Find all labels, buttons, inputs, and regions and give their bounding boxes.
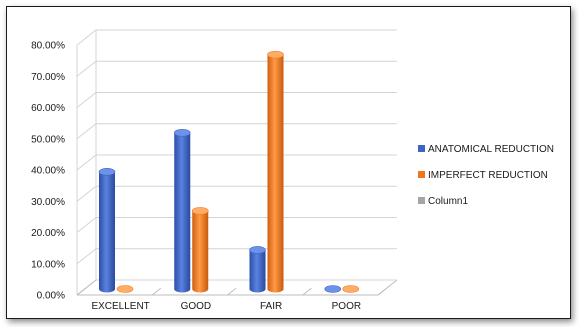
category-divider bbox=[227, 287, 237, 296]
bars bbox=[98, 50, 360, 293]
bar-top bbox=[324, 285, 342, 293]
bar-3-1 bbox=[342, 285, 360, 293]
bar-1-0 bbox=[173, 128, 191, 293]
bar-body bbox=[267, 54, 284, 293]
bar-2-0 bbox=[249, 246, 266, 293]
y-tick-label: 10.00% bbox=[31, 259, 65, 270]
category-label: FAIR bbox=[260, 301, 282, 312]
axes bbox=[76, 30, 398, 296]
bar-2-1 bbox=[267, 50, 284, 293]
gridline bbox=[76, 185, 397, 202]
y-tick-label: 50.00% bbox=[31, 134, 65, 145]
bar-top bbox=[191, 207, 209, 215]
y-tick-labels: 0.00% 10.00% 20.00% 30.00% 40.00% 50.00% 60.00… bbox=[31, 41, 65, 302]
bar-0-1 bbox=[116, 285, 134, 293]
category-label: GOOD bbox=[181, 301, 212, 312]
y-tick-label: 60.00% bbox=[31, 103, 65, 114]
bar-body bbox=[249, 249, 266, 293]
y-tick-label: 80.00% bbox=[31, 41, 65, 52]
gridline bbox=[76, 60, 397, 77]
y-tick-label: 40.00% bbox=[31, 166, 65, 177]
x-category-labels: EXCELLENT GOOD FAIR POOR bbox=[91, 301, 361, 312]
bar-body bbox=[99, 171, 115, 293]
chart: 0.00% 10.00% 20.00% 30.00% 40.00% 50.00% 60.00… bbox=[31, 29, 554, 312]
legend-swatch bbox=[418, 145, 425, 152]
bar-top bbox=[342, 285, 360, 293]
category-label: EXCELLENT bbox=[91, 301, 149, 312]
bar-3-0 bbox=[324, 285, 342, 293]
category-divider bbox=[151, 287, 162, 296]
y-tick-label: 70.00% bbox=[31, 72, 65, 83]
y-tick-label: 20.00% bbox=[31, 228, 65, 239]
category-label: POOR bbox=[332, 301, 361, 312]
legend-swatch bbox=[418, 171, 425, 178]
gridline bbox=[76, 248, 397, 265]
bar-top bbox=[98, 168, 116, 176]
category-divider bbox=[76, 287, 86, 296]
category-divider bbox=[302, 287, 312, 296]
legend-swatch bbox=[418, 197, 425, 204]
y-tick-label: 30.00% bbox=[31, 197, 65, 208]
legend: ANATOMICAL REDUCTION IMPERFECT REDUCTION C… bbox=[418, 144, 554, 207]
bar-top bbox=[249, 246, 266, 254]
bar-1-1 bbox=[191, 207, 209, 293]
bar-top bbox=[173, 128, 191, 137]
gridlines bbox=[76, 29, 397, 296]
bar-top bbox=[267, 50, 284, 59]
gridline bbox=[76, 29, 397, 46]
gridline bbox=[76, 92, 397, 108]
chart-frame: 0.00% 10.00% 20.00% 30.00% 40.00% 50.00% 60.00… bbox=[6, 6, 571, 319]
bar-body bbox=[174, 132, 191, 293]
y-tick-label: 0.00% bbox=[37, 291, 65, 302]
legend-label: IMPERFECT REDUCTION bbox=[428, 170, 548, 181]
gridline bbox=[76, 217, 397, 233]
bar-body bbox=[192, 210, 209, 293]
bar-0-0 bbox=[98, 168, 116, 293]
legend-label: ANATOMICAL REDUCTION bbox=[428, 144, 554, 155]
legend-label: Column1 bbox=[428, 196, 468, 207]
gridline bbox=[76, 123, 397, 140]
gridline bbox=[76, 154, 397, 171]
category-divider bbox=[377, 287, 387, 296]
bar-top bbox=[116, 285, 134, 293]
